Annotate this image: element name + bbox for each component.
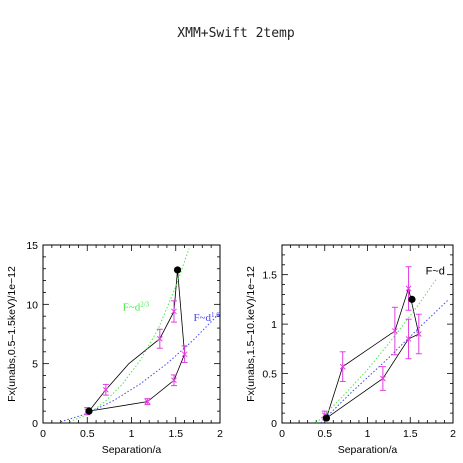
data-path-line: [88, 269, 186, 412]
x-tick-label: 2: [450, 428, 456, 440]
x-tick-label: 2: [217, 428, 223, 440]
x-tick-label: 1: [129, 428, 135, 440]
highlight-point: [322, 414, 331, 422]
highlight-point: [173, 266, 182, 274]
model-curve-line: [320, 299, 450, 423]
y-tick-label: 0.5: [262, 369, 277, 381]
highlight-point: [408, 295, 416, 303]
data-point-marker: [405, 285, 412, 292]
data-point-marker: [181, 351, 188, 358]
left-panel: 0 0.5 1 1.5 2 0 5 10 15 Separation/a Fx(unabs,0.5–…: [6, 240, 223, 456]
plot-area: [60, 248, 220, 423]
model-curve-line: [69, 248, 190, 423]
data-point-marker: [156, 335, 163, 342]
data-point-marker: [339, 363, 346, 370]
y-tick-label: 5: [32, 359, 38, 371]
y-tick-label: 0: [271, 418, 277, 430]
x-tick-label: 0.5: [317, 428, 332, 440]
curve-annotation: F~d: [426, 266, 445, 278]
y-tick-label: 10: [26, 299, 38, 311]
y-axis-label: Fx(unabs,1.5–10.keV)/1e−12: [245, 266, 257, 402]
data-point-marker: [171, 308, 177, 315]
curve-annotation: F~d1.6: [193, 311, 220, 324]
highlight-point: [85, 407, 93, 415]
x-tick-label: 0.5: [80, 428, 95, 440]
data-point-marker: [144, 398, 151, 405]
y-tick-label: 1.5: [262, 270, 277, 282]
plot-frame: [42, 244, 221, 424]
curve-annotation: F~d2/3: [123, 300, 150, 313]
y-tick-label: 0: [32, 418, 38, 430]
data-point-marker: [380, 375, 386, 382]
y-tick-label: 15: [26, 240, 38, 252]
x-axis-label: Separation/a: [102, 444, 162, 456]
x-tick-label: 0: [40, 428, 46, 440]
x-tick-label: 1: [365, 428, 371, 440]
data-point-marker: [415, 331, 422, 337]
right-panel: 0 0.5 1 1.5 2 0 0.5 1 1.5 Separation/a Fx(unabs,1.…: [245, 244, 456, 456]
model-curve-line: [315, 279, 437, 423]
data-point-marker: [405, 336, 412, 342]
x-tick-label: 0: [279, 428, 285, 440]
x-axis-label: Separation/a: [338, 444, 398, 456]
model-curve-line: [60, 312, 220, 423]
annotation-superscript: 1.6: [211, 311, 220, 319]
plot-area: [315, 266, 450, 423]
y-tick-label: 1: [271, 319, 277, 331]
annotation-superscript: 2/3: [140, 300, 149, 308]
y-axis-label: Fx(unabs,0.5–1.5keV)/1e−12: [6, 266, 18, 402]
x-tick-label: 1.5: [403, 428, 418, 440]
x-tick-label: 1.5: [168, 428, 183, 440]
data-point-marker: [392, 328, 398, 334]
data-path-line: [324, 286, 420, 419]
data-point-marker: [102, 386, 109, 393]
data-point-marker: [171, 377, 177, 384]
figure-title: XMM+Swift 2temp: [177, 26, 295, 41]
